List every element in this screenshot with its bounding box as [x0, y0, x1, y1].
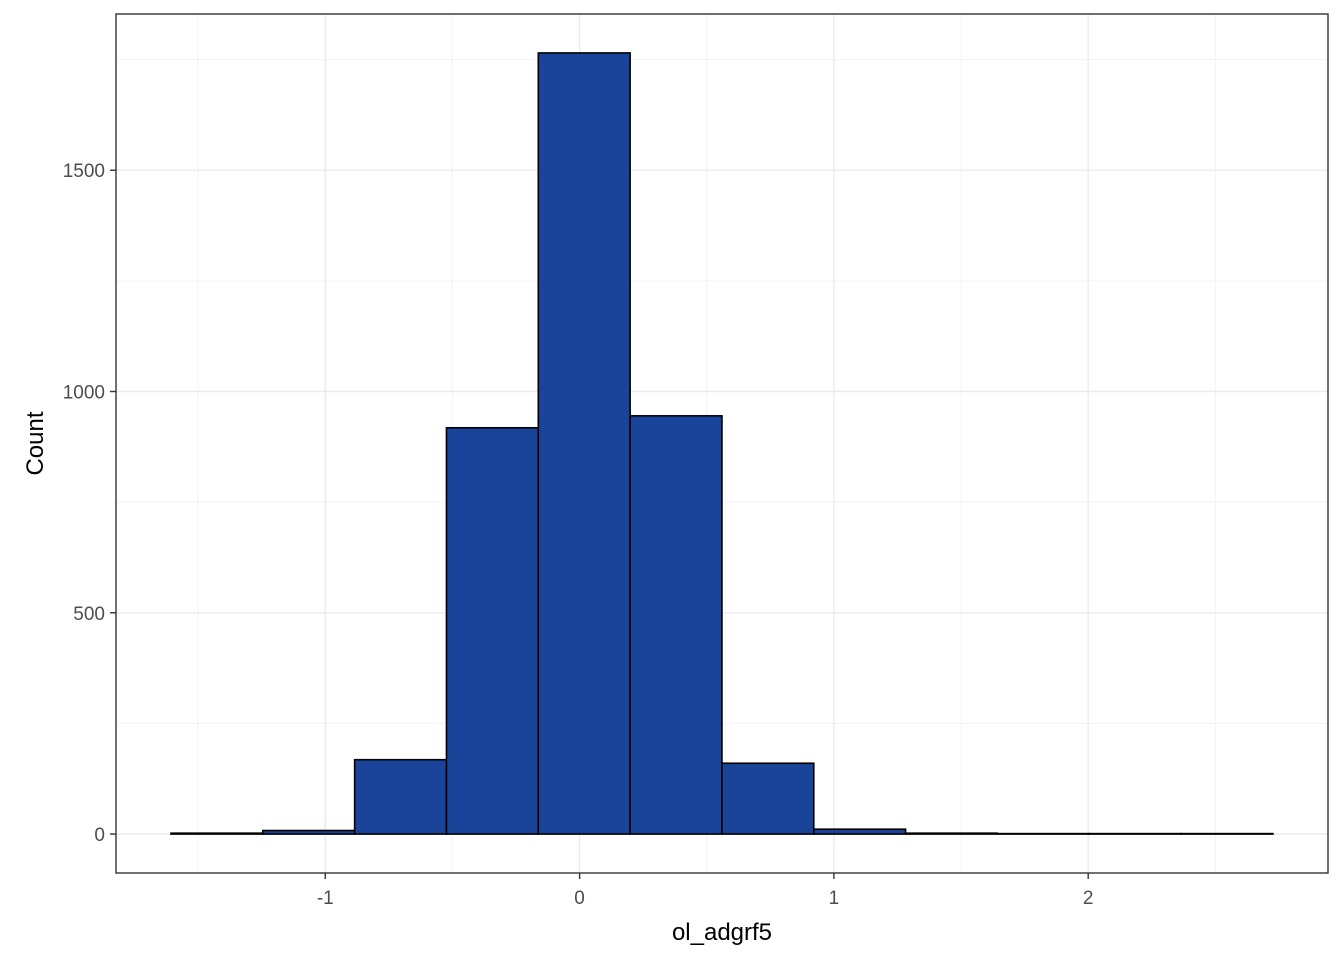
y-axis-title: Count — [22, 411, 49, 475]
y-tick-label: 1000 — [63, 382, 105, 403]
histogram-bars — [170, 52, 1274, 835]
histogram-bar-3 — [353, 758, 448, 835]
x-axis: -1 0 1 2 — [317, 873, 1094, 909]
x-tick-label: 1 — [829, 888, 840, 909]
y-tick-label: 0 — [94, 825, 105, 846]
histogram-bar-9 — [904, 832, 999, 835]
x-tick-label: -1 — [317, 888, 334, 909]
histogram-bar-1 — [170, 832, 264, 835]
x-tick-label: 2 — [1083, 888, 1094, 909]
histogram-bar-4 — [445, 426, 540, 835]
x-axis-title: ol_adgrf5 — [672, 919, 772, 946]
y-tick-label: 1500 — [63, 161, 105, 182]
histogram-bar-7 — [721, 762, 815, 835]
histogram-bar-6 — [629, 415, 723, 835]
y-tick-label: 500 — [73, 604, 105, 625]
y-axis: 0 500 1000 1500 — [63, 161, 116, 846]
histogram-bar-2 — [262, 829, 356, 835]
panel-border — [115, 13, 1329, 874]
histogram-bar-8 — [812, 828, 907, 835]
histogram-bar-5 — [537, 52, 631, 835]
x-tick-label: 0 — [574, 888, 585, 909]
